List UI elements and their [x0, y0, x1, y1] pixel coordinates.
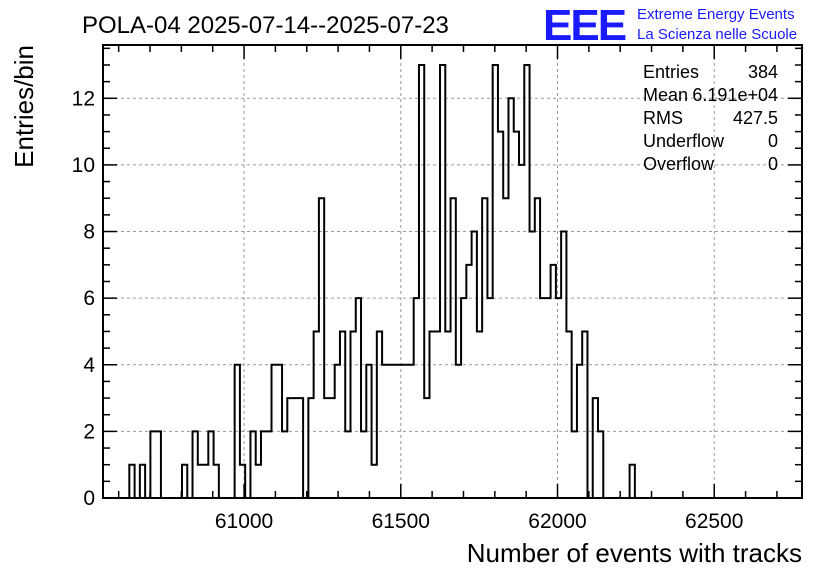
- x-tick-label: 62500: [685, 510, 743, 533]
- stats-overflow-label: Overflow: [643, 154, 715, 174]
- y-tick-label: 0: [83, 487, 95, 510]
- eee-logo-line1: Extreme Energy Events: [637, 6, 795, 23]
- stats-box: Entries 384 Mean 6.191e+04 RMS 427.5 Und…: [643, 62, 778, 174]
- stats-rms-label: RMS: [643, 108, 683, 128]
- x-tick-label: 61000: [215, 510, 273, 533]
- x-tick-labels: 61000 61500 62000 62500: [215, 510, 744, 533]
- y-tick-label: 6: [83, 287, 95, 310]
- x-tick-label: 61500: [372, 510, 430, 533]
- histogram-series: [103, 63, 802, 499]
- y-tick-label: 12: [72, 87, 95, 110]
- eee-logo-line2: La Scienza nelle Scuole: [637, 26, 797, 43]
- stats-overflow-value: 0: [768, 154, 778, 174]
- stats-rms-value: 427.5: [733, 108, 778, 128]
- eee-logo: EEE Extreme Energy Events La Scienza nel…: [543, 1, 797, 50]
- y-tick-label: 2: [83, 420, 95, 443]
- x-axis-title: Number of events with tracks: [467, 538, 802, 568]
- stats-mean-label: Mean: [643, 85, 688, 105]
- y-tick-labels: 0 2 4 6 8 10 12: [72, 87, 96, 510]
- y-tick-label: 4: [83, 354, 95, 377]
- plot-frame: [102, 44, 803, 499]
- y-axis-title: Entries/bin: [9, 45, 39, 168]
- axis-ticks: [103, 45, 802, 499]
- y-tick-label: 8: [83, 221, 95, 244]
- stats-underflow-value: 0: [768, 131, 778, 151]
- chart-title: POLA-04 2025-07-14--2025-07-23: [82, 12, 449, 39]
- stats-entries-label: Entries: [643, 62, 699, 82]
- grid: [103, 45, 802, 498]
- stats-entries-value: 384: [748, 62, 778, 82]
- y-tick-label: 10: [72, 154, 95, 177]
- x-tick-label: 62000: [528, 510, 586, 533]
- stats-underflow-label: Underflow: [643, 131, 725, 151]
- eee-logo-mark: EEE: [543, 1, 626, 50]
- stats-mean-value: 6.191e+04: [692, 85, 778, 105]
